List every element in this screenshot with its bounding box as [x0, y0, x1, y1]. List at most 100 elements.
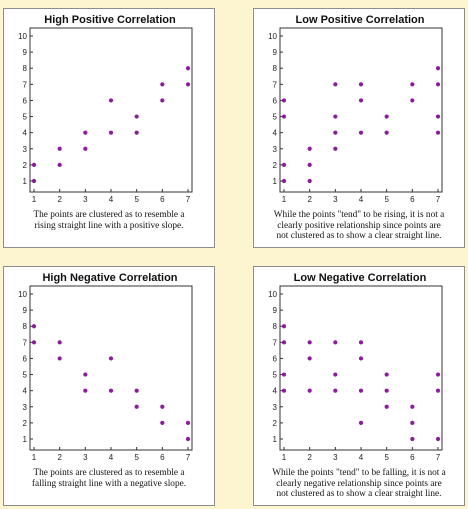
data-point	[83, 130, 88, 135]
data-point	[435, 66, 441, 71]
data-point	[307, 388, 312, 393]
data-point	[281, 114, 287, 119]
data-point	[185, 420, 191, 425]
data-point	[31, 178, 37, 184]
y-tick-label: 8	[23, 64, 28, 73]
data-point	[160, 82, 165, 87]
data-point	[435, 114, 441, 119]
y-tick-label: 1	[23, 435, 28, 444]
data-point	[410, 82, 415, 87]
data-point	[160, 98, 165, 103]
y-tick-label: 6	[23, 354, 28, 363]
data-point	[410, 436, 415, 442]
data-point	[57, 162, 62, 167]
y-tick-label: 7	[23, 80, 28, 89]
data-point	[134, 130, 139, 135]
chart-caption: The points are clustered as to resemble …	[8, 468, 210, 489]
data-point	[384, 404, 389, 409]
data-point	[410, 98, 415, 103]
y-tick-label: 10	[18, 290, 27, 299]
y-tick-label: 5	[23, 371, 28, 380]
x-tick-label: 3	[83, 453, 88, 462]
chart-caption: While the points "tend" to be rising, it…	[258, 210, 460, 242]
data-point	[281, 340, 287, 345]
y-tick-label: 5	[273, 113, 278, 122]
data-point	[307, 178, 312, 184]
caption-line: The points are clustered as to resemble …	[33, 210, 185, 220]
y-tick-label: 2	[273, 161, 278, 170]
caption-line: rising straight line with a positive slo…	[34, 220, 184, 231]
chart-caption: The points are clustered as to resemble …	[8, 210, 210, 231]
scatter-plot: High Positive Correlation 1 2 3 4 5 6 7 8 9 10 1 2 3 4…	[18, 14, 193, 204]
chart-panel-low-positive: Low Positive Correlation 1 2 3 4 5 6 7 8 9 10 1 2 3 4 5…	[253, 8, 465, 248]
data-point	[134, 388, 139, 393]
chart-title: Low Positive Correlation	[296, 14, 425, 26]
plot-frame	[279, 27, 443, 193]
data-point	[83, 372, 88, 377]
data-point	[333, 388, 338, 393]
y-tick-label: 4	[273, 129, 278, 138]
y-tick-label: 10	[268, 290, 277, 299]
y-tick-label: 2	[273, 419, 278, 428]
y-tick-label: 1	[273, 177, 278, 186]
data-point	[108, 130, 114, 135]
data-point	[435, 82, 441, 87]
data-point	[185, 82, 191, 87]
data-point	[185, 436, 191, 442]
y-tick-label: 8	[23, 322, 28, 331]
y-tick-label: 4	[273, 387, 278, 396]
y-tick-label: 8	[273, 64, 278, 73]
data-point	[281, 162, 287, 167]
y-tick-label: 5	[273, 371, 278, 380]
scatter-plot: Low Positive Correlation 1 2 3 4 5 6 7 8 9 10 1 2 3 4 5…	[268, 14, 443, 204]
x-tick-label: 7	[436, 453, 441, 462]
data-point	[358, 82, 364, 87]
x-tick-label: 5	[384, 453, 389, 462]
x-tick-label: 7	[186, 195, 191, 204]
data-point	[307, 146, 312, 151]
x-tick-label: 3	[333, 195, 338, 204]
y-tick-label: 2	[23, 419, 28, 428]
data-point	[358, 420, 364, 425]
y-tick-label: 4	[23, 387, 28, 396]
y-tick-label: 7	[273, 80, 278, 89]
data-point	[57, 146, 62, 151]
x-tick-label: 3	[83, 195, 88, 204]
x-tick-label: 2	[307, 195, 312, 204]
y-tick-label: 9	[23, 48, 28, 57]
chart-panel-high-positive: High Positive Correlation 1 2 3 4 5 6 7 8 9 10 1 2 3 4…	[3, 8, 215, 248]
data-point	[333, 114, 338, 119]
data-point	[435, 372, 441, 377]
y-tick-label: 3	[273, 145, 278, 154]
data-point	[307, 162, 312, 167]
data-point	[108, 356, 114, 361]
y-tick-label: 3	[23, 403, 28, 412]
data-point	[410, 404, 415, 409]
caption-line: falling straight line with a negative sl…	[31, 478, 187, 489]
data-point	[358, 130, 364, 135]
plot-frame	[29, 27, 193, 193]
data-point	[333, 340, 338, 345]
data-point	[384, 388, 389, 393]
data-point	[31, 162, 37, 167]
data-point	[160, 420, 165, 425]
data-point	[333, 146, 338, 151]
data-point	[83, 388, 88, 393]
caption-line: not clustered as to show a clear straigh…	[276, 489, 442, 499]
x-tick-label: 7	[186, 453, 191, 462]
y-tick-label: 6	[273, 354, 278, 363]
caption-line: clearly positive relationship since poin…	[277, 220, 441, 231]
x-tick-label: 4	[109, 195, 114, 204]
caption-line: The points are clustered as to resemble …	[33, 468, 185, 478]
chart-title: High Positive Correlation	[44, 14, 176, 26]
chart-panel-high-negative: High Negative Correlation 1 2 3 4 5 6 7 8 9 10 1 2 3 4…	[3, 266, 215, 506]
plot-frame	[29, 285, 193, 451]
data-point	[333, 372, 338, 377]
scatter-plot: High Negative Correlation 1 2 3 4 5 6 7 8 9 10 1 2 3 4…	[18, 272, 193, 462]
data-point	[307, 340, 312, 345]
chart-caption: While the points "tend" to be falling, i…	[258, 468, 460, 500]
y-tick-label: 9	[273, 306, 278, 315]
chart-title: High Negative Correlation	[42, 272, 177, 284]
y-tick-label: 9	[23, 306, 28, 315]
data-point	[108, 98, 114, 103]
